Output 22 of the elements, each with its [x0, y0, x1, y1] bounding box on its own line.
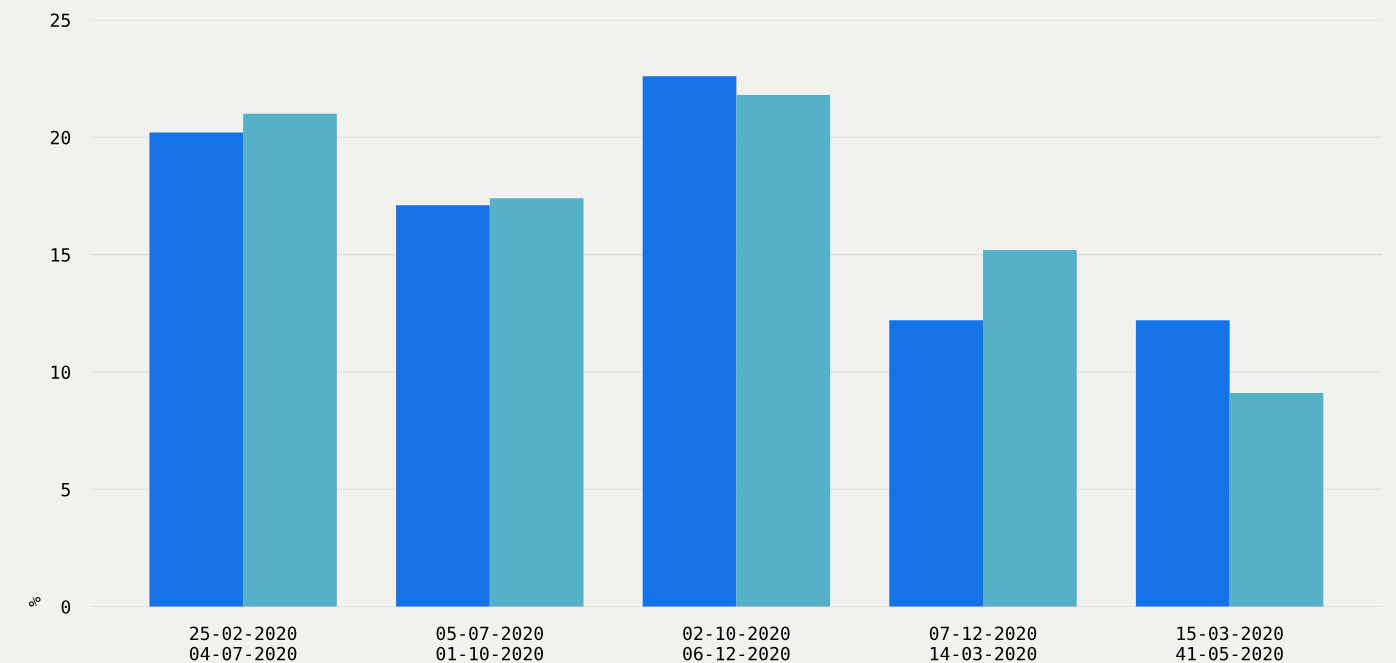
- bar: [1229, 393, 1324, 607]
- y-tick-label: 15: [51, 248, 70, 262]
- bar: [243, 113, 337, 607]
- y-tick-label: 5: [61, 483, 70, 497]
- bar: [489, 198, 584, 607]
- bar: [889, 320, 984, 607]
- x-tick-label: 15-03-2020 41-05-2020: [1176, 626, 1283, 661]
- y-tick-label: 25: [50, 13, 70, 28]
- bar: [736, 94, 831, 607]
- bar: [1135, 320, 1230, 607]
- x-tick-label: 02-10-2020 06-12-2020: [683, 626, 790, 661]
- y-tick-label: 0: [61, 600, 71, 614]
- bar: [983, 249, 1077, 607]
- y-tick-label: 20: [50, 130, 71, 145]
- y-axis-title: %: [28, 596, 41, 607]
- x-tick-label: 25-02-2020 04-07-2020: [189, 626, 297, 661]
- x-tick-label: 07-12-2020 14-03-2020: [929, 626, 1037, 661]
- bar: [149, 132, 244, 607]
- y-tick-label: 10: [51, 365, 71, 380]
- x-tick-label: 05-07-2020 01-10-2020: [436, 626, 543, 661]
- bar: [642, 76, 737, 607]
- bar: [396, 205, 490, 607]
